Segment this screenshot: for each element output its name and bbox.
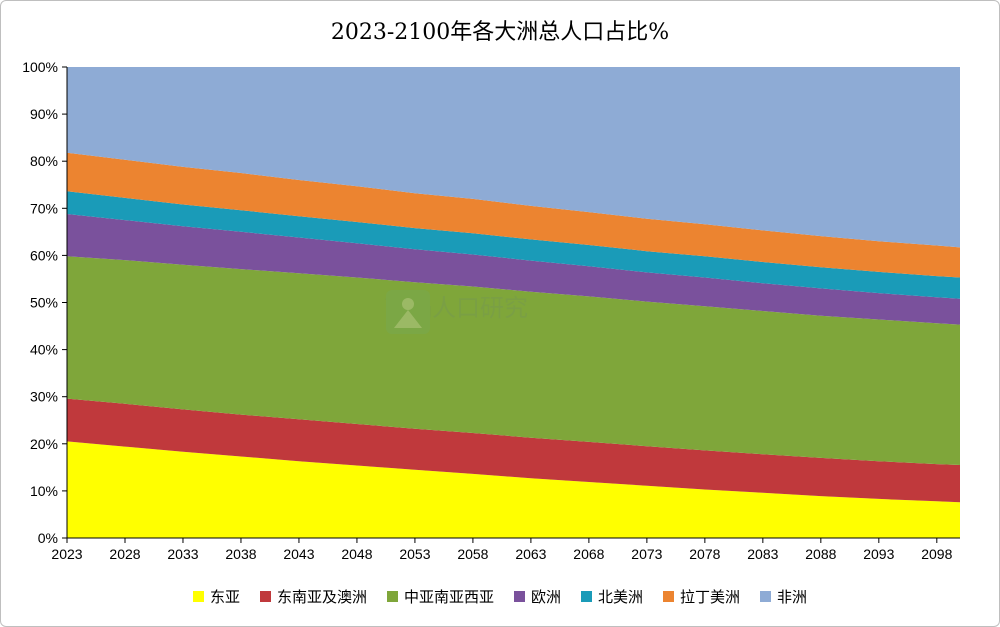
y-tick-label: 30% [30,389,58,405]
area-series-4 [67,191,960,299]
area-series-0 [67,441,960,538]
legend-label: 东亚 [209,588,240,606]
legend-item-0: 东亚 [192,586,240,607]
y-tick-labels: 0% 10% 20% 30% 40% 50% 60% 70% 80% 90% 100% [22,59,58,546]
chart-legend: 东亚 东南亚及澳洲 中亚南亚西亚 欧洲 北美洲 拉丁美洲 非洲 [0,586,1000,607]
x-tick-label: 2053 [399,546,430,562]
legend-swatch [581,591,592,602]
y-tick-label: 50% [30,295,58,311]
x-tick-label: 2063 [515,546,546,562]
legend-label: 北美洲 [598,588,644,606]
legend-swatch [513,591,525,602]
area-layers [67,67,960,538]
legend-item-1: 东南亚及澳洲 [259,586,367,607]
x-tick-label: 2038 [225,546,256,562]
y-tick-label: 70% [30,200,58,216]
y-tick-label: 40% [30,342,58,358]
y-tick-label: 20% [30,436,58,452]
x-tick-label: 2068 [573,546,604,562]
x-tick-labels: 2023 2028 2033 2038 2043 2048 2053 2058 2063 2068… [51,546,952,562]
x-tick-label: 2048 [341,546,372,562]
legend-swatch [259,591,271,602]
legend-label: 拉丁美洲 [680,588,741,606]
legend-label: 非洲 [777,588,808,606]
x-tick-label: 2098 [921,546,952,562]
y-tick-label: 10% [30,483,58,499]
legend-item-2: 中亚南亚西亚 [386,586,494,607]
y-tick-label: 60% [30,247,58,263]
x-tick-label: 2058 [457,546,488,562]
y-tick-label: 90% [30,106,58,122]
y-tick-label: 0% [38,530,58,546]
legend-swatch [663,591,675,602]
x-tick-label: 2078 [689,546,720,562]
x-tick-label: 2088 [805,546,836,562]
area-series-2 [67,256,960,465]
legend-item-6: 非洲 [760,586,807,607]
x-tick-label: 2028 [109,546,140,562]
legend-item-3: 欧洲 [513,586,561,607]
legend-swatch [760,591,772,602]
x-tick-label: 2023 [51,546,82,562]
x-tick-label: 2043 [283,546,314,562]
area-series-6 [67,67,960,248]
axes [62,66,960,543]
y-tick-label: 80% [30,153,58,169]
x-tick-label: 2033 [167,546,198,562]
x-tick-label: 2073 [631,546,662,562]
area-series-5 [67,152,960,278]
legend-swatch [386,591,398,602]
legend-item-5: 拉丁美洲 [663,586,740,607]
legend-label: 东南亚及澳洲 [276,588,367,606]
y-tick-label: 100% [22,59,58,75]
area-series-3 [67,214,960,325]
area-series-1 [67,398,960,503]
legend-item-4: 北美洲 [581,586,643,607]
legend-label: 中亚南亚西亚 [403,588,494,606]
legend-swatch [192,591,204,602]
chart-title: 2023-2100年各大洲总人口占比% [330,20,670,45]
legend-label: 欧洲 [530,588,561,606]
x-tick-label: 2083 [747,546,778,562]
x-tick-label: 2093 [863,546,894,562]
